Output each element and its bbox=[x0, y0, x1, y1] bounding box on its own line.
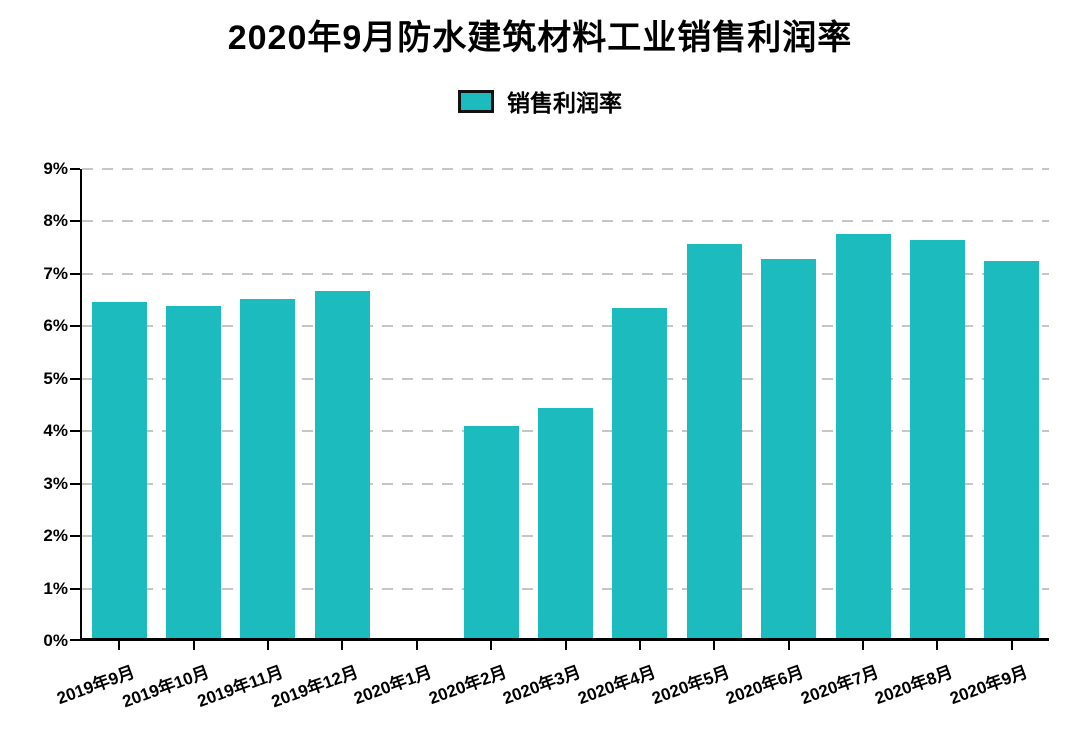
bar-2020年9月[interactable] bbox=[984, 261, 1040, 641]
legend: 销售利润率 bbox=[0, 84, 1080, 118]
y-axis-tick-label: 1% bbox=[43, 578, 68, 598]
legend-label: 销售利润率 bbox=[507, 90, 622, 116]
y-axis-tick bbox=[70, 272, 80, 275]
y-axis-tick-label: 5% bbox=[43, 368, 68, 388]
x-axis-tick-label: 2020年3月 bbox=[500, 662, 584, 709]
gridline-7% bbox=[82, 272, 1049, 275]
x-axis-tick-label: 2020年8月 bbox=[872, 662, 956, 709]
y-axis-tick bbox=[70, 377, 80, 380]
y-axis-tick bbox=[70, 220, 80, 223]
y-axis-tick-label: 9% bbox=[43, 159, 68, 178]
x-axis-tick bbox=[118, 641, 121, 650]
y-axis-tick-label: 4% bbox=[43, 421, 68, 441]
x-axis-tick-label: 2020年7月 bbox=[798, 662, 881, 709]
bar-2019年12月[interactable] bbox=[314, 290, 370, 641]
bar-2020年6月[interactable] bbox=[761, 259, 817, 641]
bar-2020年8月[interactable] bbox=[909, 239, 965, 641]
x-axis-tick-label: 2020年2月 bbox=[426, 662, 510, 709]
bar-2019年9月[interactable] bbox=[91, 302, 147, 641]
bar-2020年3月[interactable] bbox=[538, 407, 593, 641]
y-axis-line bbox=[80, 169, 82, 641]
y-axis-tick-label: 7% bbox=[43, 263, 68, 283]
gridline-5% bbox=[82, 377, 1049, 380]
x-axis-line bbox=[80, 638, 1049, 641]
y-axis-tick bbox=[70, 168, 80, 170]
bar-2020年4月[interactable] bbox=[612, 307, 668, 641]
bar-2019年11月[interactable] bbox=[240, 299, 296, 641]
gridline-9% bbox=[82, 168, 1049, 170]
bar-2020年2月[interactable] bbox=[463, 425, 519, 641]
x-axis-tick bbox=[862, 641, 865, 650]
x-axis-tick bbox=[1010, 641, 1013, 650]
bar-2019年10月[interactable] bbox=[166, 305, 222, 641]
y-axis-tick-label: 8% bbox=[43, 211, 68, 231]
legend-swatch-icon bbox=[458, 89, 494, 113]
y-axis-tick-label: 0% bbox=[43, 631, 68, 650]
x-axis-tick bbox=[564, 641, 567, 650]
bar-2020年7月[interactable] bbox=[835, 233, 891, 641]
y-axis-tick-label: 6% bbox=[43, 316, 68, 336]
x-axis-tick-label: 2020年6月 bbox=[723, 662, 807, 709]
bar-2020年5月[interactable] bbox=[686, 244, 742, 641]
x-axis-tick bbox=[490, 641, 493, 650]
plot-area: 0% 1% 2% 3% 4% 5% 6% 7% 8% 9% 2019年9月 2019年10月 2019… bbox=[43, 159, 1049, 711]
x-axis-tick bbox=[638, 641, 641, 650]
y-axis-tick bbox=[70, 325, 80, 328]
x-axis-tick-label: 2020年4月 bbox=[574, 662, 658, 709]
x-axis-tick bbox=[787, 641, 790, 650]
y-axis-tick bbox=[70, 430, 80, 433]
x-axis-tick bbox=[936, 641, 939, 650]
x-axis-tick-label: 2020年5月 bbox=[649, 662, 733, 709]
x-axis-tick bbox=[341, 641, 344, 650]
x-axis-labels: 2019年9月 2019年10月 2019年11月 2019年12月 2020年1月 20… bbox=[54, 641, 1049, 731]
y-axis-tick bbox=[70, 482, 80, 485]
gridline-6% bbox=[82, 325, 1049, 328]
x-axis-tick bbox=[713, 641, 716, 650]
x-axis-tick-label: 2020年1月 bbox=[351, 662, 435, 709]
gridline-8% bbox=[82, 220, 1049, 223]
x-axis-tick bbox=[266, 641, 269, 650]
chart-title: 2020年9月防水建筑材料工业销售利润率 bbox=[227, 19, 853, 57]
x-axis-tick bbox=[415, 641, 418, 650]
y-axis-tick bbox=[70, 639, 80, 641]
x-axis-tick-label: 2020年9月 bbox=[946, 662, 1030, 709]
y-axis-tick bbox=[70, 535, 80, 538]
y-axis-tick-label: 3% bbox=[43, 473, 68, 493]
y-axis-tick-label: 2% bbox=[43, 526, 68, 546]
legend-item-sales-profit-margin[interactable]: 销售利润率 bbox=[458, 84, 622, 118]
y-axis-tick bbox=[70, 587, 80, 590]
x-axis-tick bbox=[192, 641, 195, 650]
